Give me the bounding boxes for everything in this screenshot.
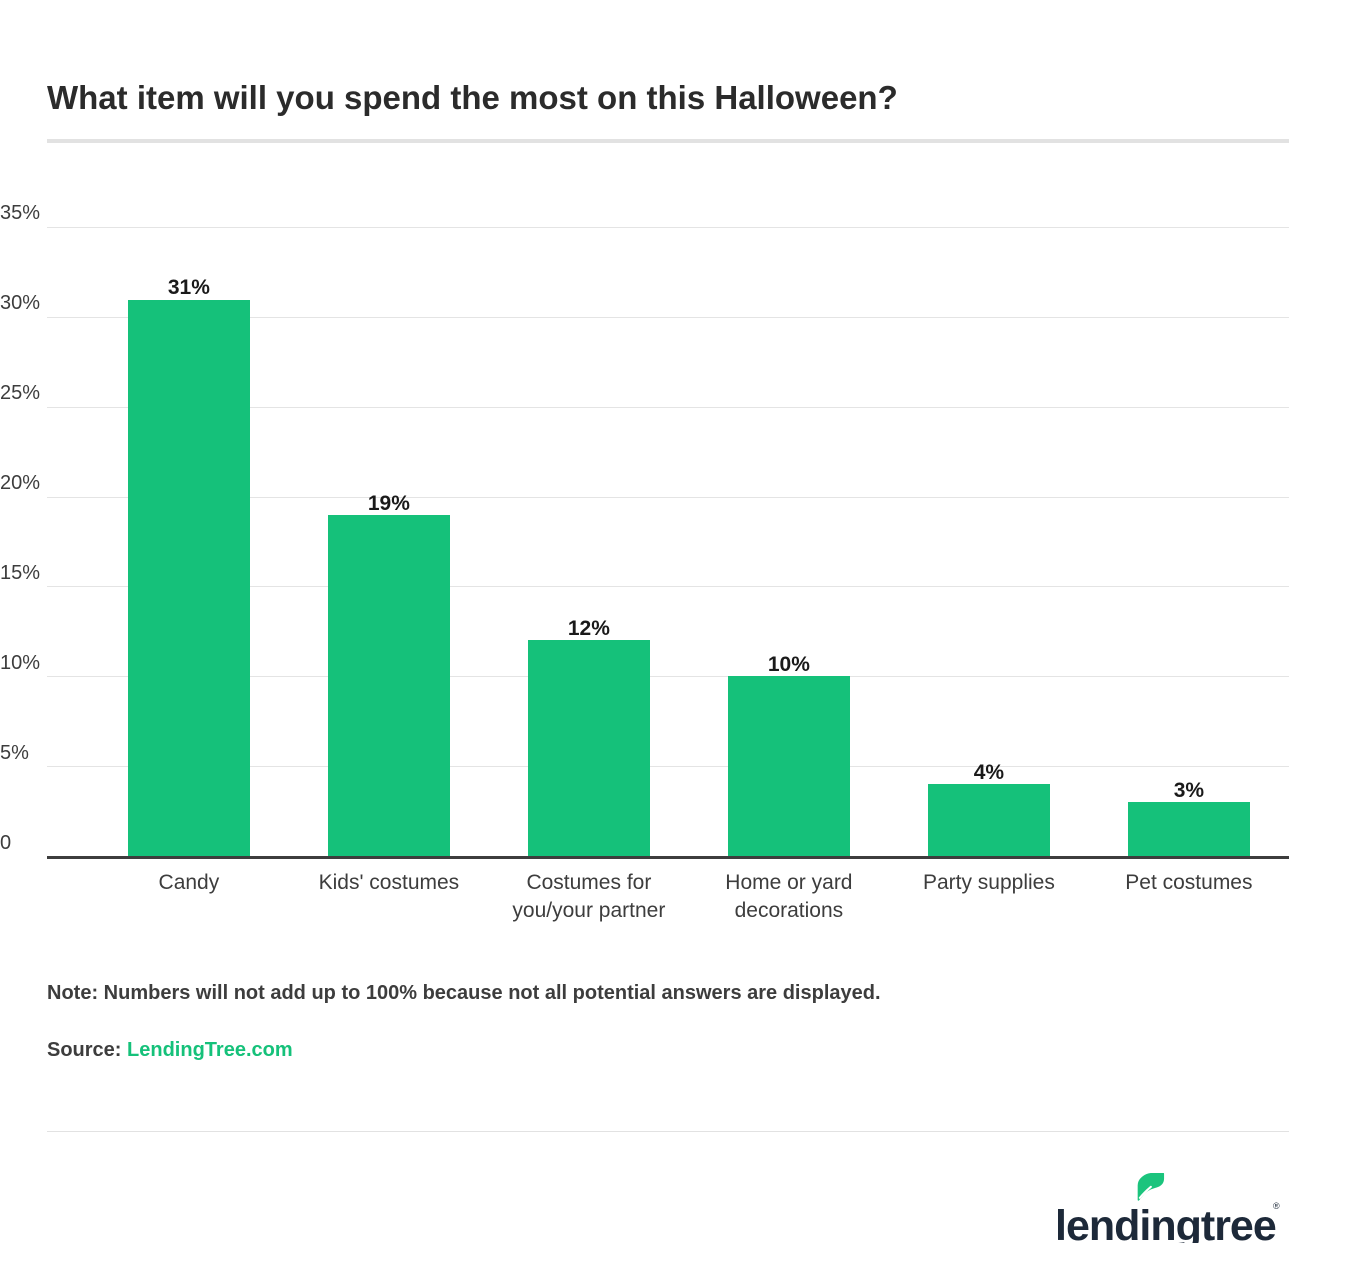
svg-text:®: ® [1273,1201,1280,1211]
svg-text:lendingtree: lendingtree [1055,1202,1276,1243]
